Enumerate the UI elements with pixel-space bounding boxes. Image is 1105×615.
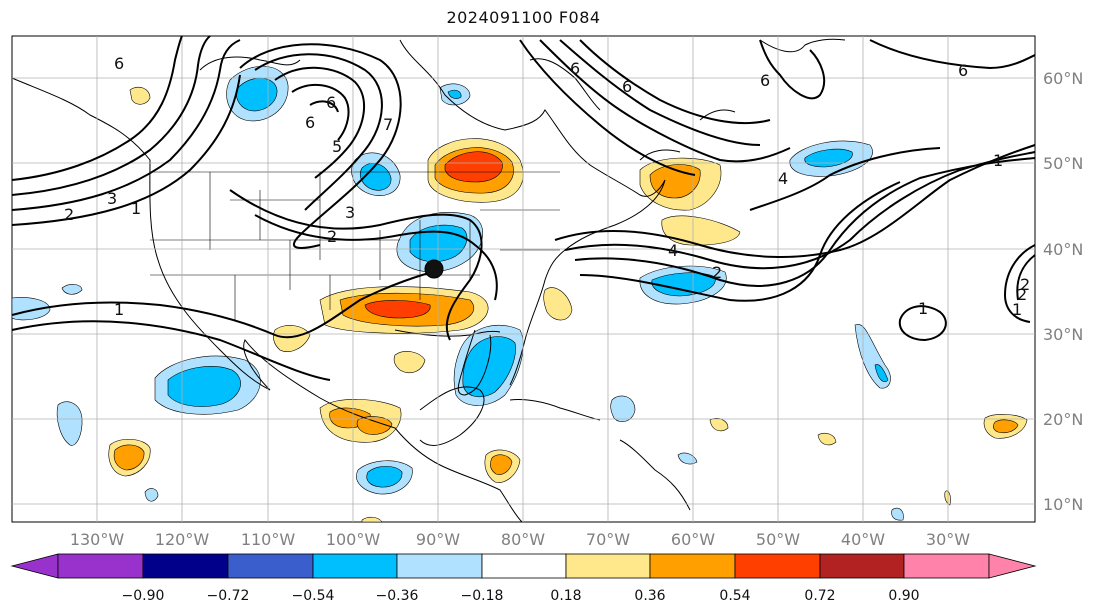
contour-label: 2: [1020, 275, 1030, 294]
contour-label: 5: [332, 137, 342, 156]
colorbar-segment: [142, 553, 229, 579]
colorbar-tick-label: −0.18: [461, 588, 504, 604]
lon-label: 110°W: [241, 530, 296, 549]
contour-label-group: 6 6 6 1 2 3 1 6 7 6 5 3 2 2 4 2 4 1 1 1 …: [64, 54, 1030, 319]
lon-label: 40°W: [841, 530, 885, 549]
contour-label: 7: [383, 115, 393, 134]
colorbar: −0.90 −0.72 −0.54 −0.36 −0.18 0.18 0.36 …: [10, 553, 1037, 604]
colorbar-segment: [819, 553, 905, 579]
lon-label: 80°W: [501, 530, 545, 549]
colorbar-segment: [396, 553, 483, 579]
contour-label: 6: [326, 93, 336, 112]
contour-label: 4: [778, 169, 788, 188]
contour-label: 1: [114, 300, 124, 319]
colorbar-segment: [734, 553, 821, 579]
colorbar-tick-label: 0.72: [804, 588, 835, 604]
contour-label: 6: [760, 71, 770, 90]
contour-label: 2: [1017, 285, 1027, 304]
colorbar-tick-label: 0.18: [550, 588, 581, 604]
colorbar-tick-label: −0.90: [122, 588, 165, 604]
contour-label: 6: [305, 113, 315, 132]
colorbar-segment: [565, 553, 651, 579]
colorbar-segment: [57, 553, 144, 579]
contour-label: 1: [1012, 300, 1022, 319]
contour-label: 6: [114, 54, 124, 73]
lat-label: 10°N: [1043, 495, 1083, 514]
contour-label: 2: [327, 227, 337, 246]
contour-label: 6: [622, 77, 632, 96]
contour-label: 1: [131, 199, 141, 218]
lon-label: 130°W: [70, 530, 125, 549]
storm-center-marker: [424, 259, 444, 279]
shaded-anomaly-fields: [11, 66, 1028, 523]
colorbar-tick-label: −0.54: [292, 588, 335, 604]
lon-label: 70°W: [586, 530, 630, 549]
lon-label: 90°W: [416, 530, 460, 549]
colorbar-segment: [903, 553, 990, 579]
colorbar-extend-max: [988, 553, 1037, 579]
contour-label: 1: [993, 151, 1003, 170]
lon-label: 100°W: [326, 530, 381, 549]
map-panel: [11, 35, 1036, 523]
colorbar-tick-label: 0.54: [719, 588, 750, 604]
colorbar-tick-label: −0.72: [207, 588, 250, 604]
lat-label: 40°N: [1043, 240, 1083, 259]
lon-label: 60°W: [671, 530, 715, 549]
colorbar-tick-label: 0.36: [634, 588, 665, 604]
colorbar-tick-label: −0.36: [376, 588, 419, 604]
coastlines-and-borders: [11, 38, 846, 523]
latitude-axis: 60°N 50°N 40°N 30°N 20°N 10°N: [1043, 69, 1083, 514]
contour-label: 6: [958, 61, 968, 80]
graticule: [12, 36, 1035, 522]
contour-label: 2: [712, 263, 722, 282]
colorbar-segment: [649, 553, 736, 579]
map-title: 2024091100 F084: [446, 8, 601, 27]
colorbar-segment: [481, 553, 567, 579]
contour-label: 1: [918, 299, 928, 318]
lon-label: 30°W: [926, 530, 970, 549]
contour-label: 3: [345, 203, 355, 222]
lat-label: 60°N: [1043, 69, 1083, 88]
longitude-axis: 130°W 120°W 110°W 100°W 90°W 80°W 70°W 6…: [70, 530, 970, 549]
contour-label: 2: [64, 205, 74, 224]
contour-label: 3: [107, 189, 117, 208]
lat-label: 30°N: [1043, 325, 1083, 344]
lon-label: 120°W: [155, 530, 210, 549]
colorbar-segment: [312, 553, 398, 579]
colorbar-extend-min: [10, 553, 59, 579]
contour-label: 6: [570, 59, 580, 78]
colorbar-segment: [227, 553, 314, 579]
colorbar-tick-label: 0.90: [888, 588, 919, 604]
contour-label: 4: [668, 241, 678, 260]
contour-lines: [11, 35, 1036, 381]
lon-label: 50°W: [756, 530, 800, 549]
lat-label: 50°N: [1043, 154, 1083, 173]
lat-label: 20°N: [1043, 410, 1083, 429]
